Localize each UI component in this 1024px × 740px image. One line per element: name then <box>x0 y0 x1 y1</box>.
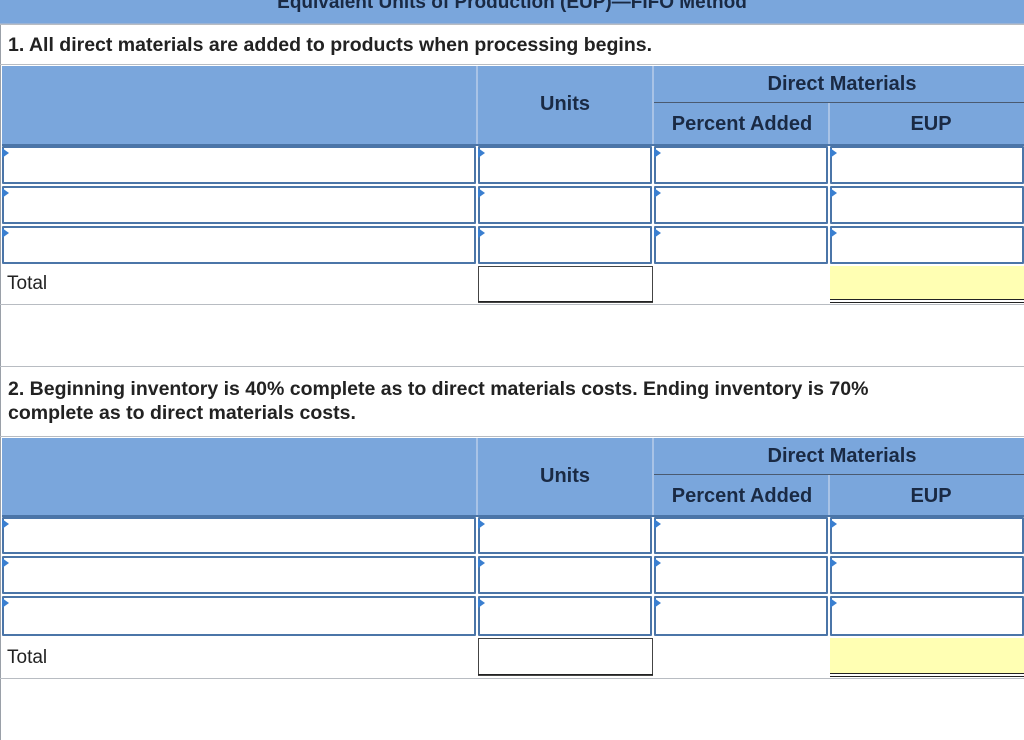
divider <box>0 64 1024 65</box>
dropdown-marker-icon <box>654 519 661 529</box>
dropdown-marker-icon <box>654 558 661 568</box>
total-units-input[interactable] <box>478 266 653 303</box>
dropdown-marker-icon <box>478 519 485 529</box>
row1-units-input[interactable] <box>478 146 652 184</box>
row2-percent-input[interactable] <box>654 556 828 594</box>
row1-units-input[interactable] <box>478 517 652 554</box>
dropdown-marker-icon <box>830 228 837 238</box>
row2-percent-input[interactable] <box>654 186 828 224</box>
total-eup-input[interactable] <box>830 266 1024 300</box>
row1-description-input[interactable] <box>2 517 476 554</box>
row1-percent-input[interactable] <box>654 146 828 184</box>
row3-units-input[interactable] <box>478 596 652 636</box>
dropdown-marker-icon <box>830 519 837 529</box>
dropdown-marker-icon <box>478 598 485 608</box>
total-label: Total <box>7 647 48 668</box>
row3-units-input[interactable] <box>478 226 652 264</box>
row1-eup-input[interactable] <box>830 146 1024 184</box>
row3-description-input[interactable] <box>2 596 476 636</box>
dropdown-marker-icon <box>2 228 9 238</box>
row3-eup-input[interactable] <box>830 596 1024 636</box>
dropdown-marker-icon <box>654 598 661 608</box>
row3-description-input[interactable] <box>2 226 476 264</box>
dropdown-marker-icon <box>478 558 485 568</box>
dropdown-marker-icon <box>830 598 837 608</box>
row2-eup-input[interactable] <box>830 186 1024 224</box>
dropdown-marker-icon <box>2 519 9 529</box>
row2-units-input[interactable] <box>478 556 652 594</box>
divider <box>0 436 1024 437</box>
dropdown-marker-icon <box>654 188 661 198</box>
row1-percent-input[interactable] <box>654 517 828 554</box>
dropdown-marker-icon <box>830 558 837 568</box>
dropdown-marker-icon <box>2 598 9 608</box>
col-percent-added-header: Percent Added <box>671 113 813 135</box>
left-border <box>0 24 1 740</box>
dropdown-marker-icon <box>2 148 9 158</box>
divider <box>0 678 1024 679</box>
table-header-1 <box>2 66 1024 144</box>
question-2-line-1: 2. Beginning inventory is 40% complete a… <box>8 378 869 400</box>
total-label: Total <box>7 273 48 294</box>
dropdown-marker-icon <box>2 558 9 568</box>
row2-description-input[interactable] <box>2 186 476 224</box>
total-units-input[interactable] <box>478 638 653 676</box>
row2-eup-input[interactable] <box>830 556 1024 594</box>
col-percent-added-header: Percent Added <box>671 485 813 507</box>
dropdown-marker-icon <box>478 228 485 238</box>
dropdown-marker-icon <box>2 188 9 198</box>
col-units-header: Units <box>540 93 590 115</box>
question-1: 1. All direct materials are added to pro… <box>8 34 653 56</box>
row2-description-input[interactable] <box>2 556 476 594</box>
row1-description-input[interactable] <box>2 146 476 184</box>
col-direct-materials-header: Direct Materials <box>767 445 917 467</box>
table-header-2 <box>2 438 1024 516</box>
col-eup-header: EUP <box>910 485 952 507</box>
divider <box>0 304 1024 305</box>
row1-eup-input[interactable] <box>830 517 1024 554</box>
divider <box>0 366 1024 367</box>
page-title: Equivalent Units of Production (EUP)—FIF… <box>0 0 1024 24</box>
row3-percent-input[interactable] <box>654 596 828 636</box>
total-eup-input[interactable] <box>830 638 1024 673</box>
question-2-line-2: complete as to direct materials costs. <box>8 402 356 424</box>
dropdown-marker-icon <box>654 148 661 158</box>
col-eup-header: EUP <box>910 113 952 135</box>
divider <box>0 24 1024 25</box>
dropdown-marker-icon <box>478 148 485 158</box>
dropdown-marker-icon <box>654 228 661 238</box>
dropdown-marker-icon <box>478 188 485 198</box>
col-direct-materials-header: Direct Materials <box>767 73 917 95</box>
row3-eup-input[interactable] <box>830 226 1024 264</box>
row2-units-input[interactable] <box>478 186 652 224</box>
row3-percent-input[interactable] <box>654 226 828 264</box>
dropdown-marker-icon <box>830 148 837 158</box>
dropdown-marker-icon <box>830 188 837 198</box>
col-units-header: Units <box>540 465 590 487</box>
